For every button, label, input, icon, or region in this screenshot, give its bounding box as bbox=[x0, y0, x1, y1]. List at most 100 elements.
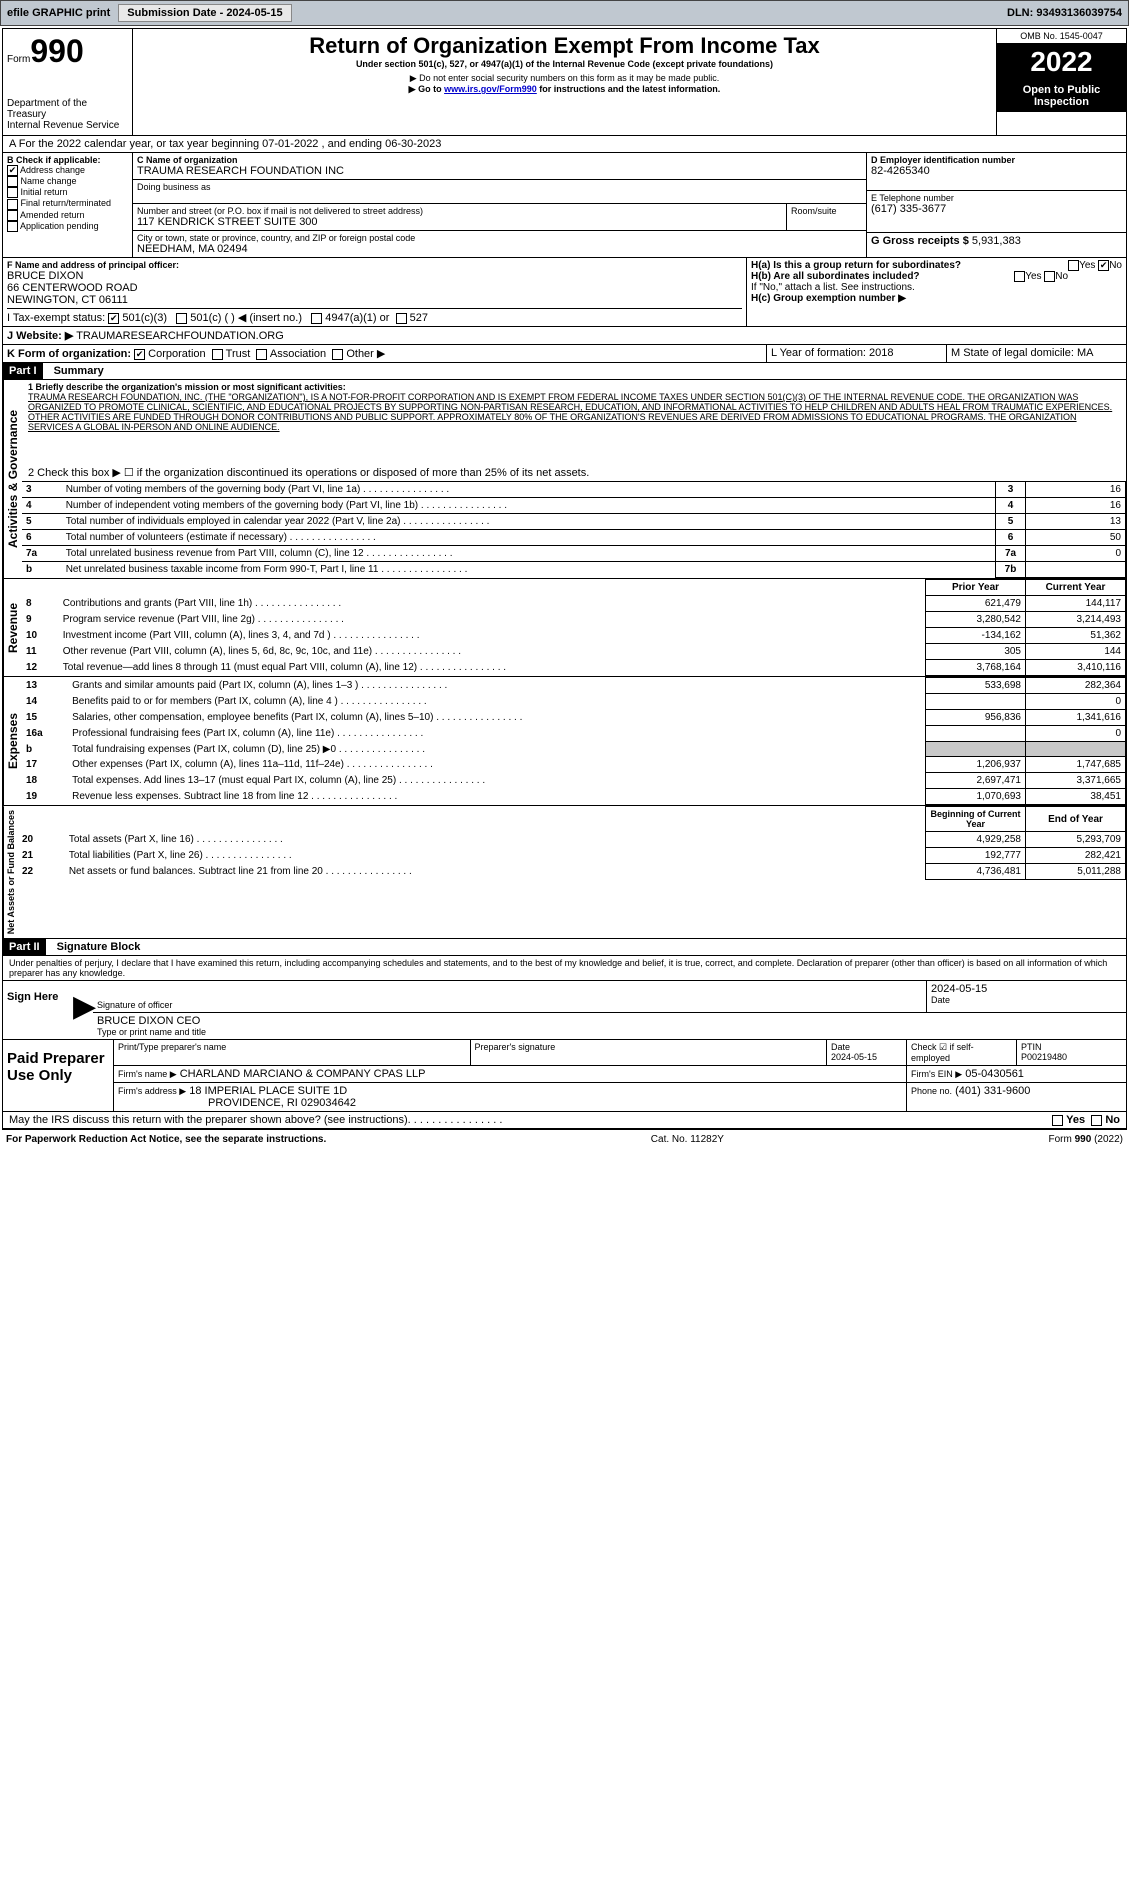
check-initial-return[interactable]: Initial return bbox=[7, 187, 128, 198]
irs-label: Internal Revenue Service bbox=[7, 120, 128, 131]
sig-date: 2024-05-15 bbox=[931, 983, 1122, 995]
org-name: TRAUMA RESEARCH FOUNDATION INC bbox=[137, 165, 862, 177]
gross-receipts: 5,931,383 bbox=[972, 235, 1021, 247]
form-990: Form990 Department of the Treasury Inter… bbox=[2, 28, 1127, 1130]
phone: (617) 335-3677 bbox=[871, 203, 1122, 215]
discuss-no[interactable] bbox=[1091, 1115, 1102, 1126]
hb-label: H(b) Are all subordinates included? bbox=[751, 271, 920, 282]
city-state-zip: NEEDHAM, MA 02494 bbox=[137, 243, 862, 255]
part1-label: Part I bbox=[3, 363, 43, 379]
paid-prep-label: Paid Preparer Use Only bbox=[3, 1040, 113, 1111]
mission-text: TRAUMA RESEARCH FOUNDATION, INC. (THE "O… bbox=[28, 392, 1120, 432]
form-label: Form bbox=[7, 54, 30, 65]
prep-name-label: Print/Type preparer's name bbox=[114, 1040, 470, 1065]
firm-phone: (401) 331-9600 bbox=[955, 1085, 1030, 1097]
section-d-label: D Employer identification number bbox=[871, 155, 1122, 165]
open-public: Open to Public Inspection bbox=[997, 80, 1126, 112]
street-label: Number and street (or P.O. box if mail i… bbox=[137, 206, 782, 216]
topbar: efile GRAPHIC print Submission Date - 20… bbox=[0, 0, 1129, 26]
officer-city: NEWINGTON, CT 06111 bbox=[7, 294, 742, 306]
check-self-employed[interactable]: Check ☑ if self-employed bbox=[906, 1040, 1016, 1065]
firm-name: CHARLAND MARCIANO & COMPANY CPAS LLP bbox=[180, 1068, 426, 1080]
efile-label: efile GRAPHIC print bbox=[7, 7, 110, 19]
section-e-label: E Telephone number bbox=[871, 193, 1122, 203]
governance-table: 3Number of voting members of the governi… bbox=[22, 481, 1126, 578]
check-501c[interactable] bbox=[176, 313, 187, 324]
section-l: L Year of formation: 2018 bbox=[766, 345, 946, 362]
check-address-change[interactable]: ✔ Address change bbox=[7, 165, 128, 176]
ha-yes[interactable] bbox=[1068, 260, 1079, 271]
firm-ein: 05-0430561 bbox=[965, 1068, 1024, 1080]
form-header: Form990 Department of the Treasury Inter… bbox=[3, 29, 1126, 136]
dept-treasury: Department of the Treasury bbox=[7, 98, 128, 120]
goto-note: ▶ Go to www.irs.gov/Form990 for instruct… bbox=[137, 84, 992, 95]
firm-city: PROVIDENCE, RI 029034642 bbox=[118, 1097, 356, 1109]
room-label: Room/suite bbox=[791, 206, 862, 216]
org-form-row: K Form of organization: ✔ Corporation Tr… bbox=[3, 345, 1126, 363]
form-title: Return of Organization Exempt From Incom… bbox=[137, 33, 992, 59]
check-trust[interactable] bbox=[212, 349, 223, 360]
period-row: A For the 2022 calendar year, or tax yea… bbox=[3, 136, 1126, 153]
section-b-label: B Check if applicable: bbox=[7, 155, 128, 165]
part2-label: Part II bbox=[3, 939, 46, 955]
check-4947[interactable] bbox=[311, 313, 322, 324]
sign-here-block: Sign Here ▶ Signature of officer 2024-05… bbox=[3, 981, 1126, 1040]
revenue-block: Revenue Prior YearCurrent Year8Contribut… bbox=[3, 579, 1126, 677]
street-address: 117 KENDRICK STREET SUITE 300 bbox=[137, 216, 782, 228]
check-corp[interactable]: ✔ bbox=[134, 349, 145, 360]
section-i-label: I Tax-exempt status: bbox=[7, 312, 105, 324]
tax-year: 2022 bbox=[997, 44, 1126, 80]
date-label: Date bbox=[931, 995, 1122, 1005]
part2-title: Signature Block bbox=[49, 941, 141, 953]
hb-note: If "No," attach a list. See instructions… bbox=[751, 282, 1122, 293]
form-number: 990 bbox=[30, 33, 83, 69]
revenue-vert-label: Revenue bbox=[3, 579, 22, 676]
sign-arrow-icon: ▶ bbox=[73, 981, 93, 1039]
officer-street: 66 CENTERWOOD ROAD bbox=[7, 282, 742, 294]
check-amended[interactable]: Amended return bbox=[7, 210, 128, 221]
submission-date-button[interactable]: Submission Date - 2024-05-15 bbox=[118, 4, 291, 22]
governance-block: Activities & Governance 1 Briefly descri… bbox=[3, 380, 1126, 579]
officer-group-block: F Name and address of principal officer:… bbox=[3, 258, 1126, 327]
form-ref: Form 990 (2022) bbox=[1049, 1134, 1123, 1145]
check-assoc[interactable] bbox=[256, 349, 267, 360]
website: TRAUMARESEARCHFOUNDATION.ORG bbox=[76, 330, 284, 342]
identity-block: B Check if applicable: ✔ Address change … bbox=[3, 153, 1126, 258]
ein: 82-4265340 bbox=[871, 165, 1122, 177]
sig-officer-label: Signature of officer bbox=[97, 1000, 922, 1010]
hc-label: H(c) Group exemption number ▶ bbox=[751, 293, 1122, 304]
netassets-table: Beginning of Current YearEnd of Year20To… bbox=[18, 806, 1126, 880]
irs-link[interactable]: www.irs.gov/Form990 bbox=[444, 84, 537, 94]
type-name-label: Type or print name and title bbox=[97, 1027, 1122, 1037]
cat-no: Cat. No. 11282Y bbox=[651, 1134, 724, 1145]
hb-yes[interactable] bbox=[1014, 271, 1025, 282]
line2: 2 Check this box ▶ ☐ if the organization… bbox=[22, 464, 1126, 481]
check-app-pending[interactable]: Application pending bbox=[7, 221, 128, 232]
firm-address: 18 IMPERIAL PLACE SUITE 1D bbox=[189, 1085, 347, 1097]
netassets-block: Net Assets or Fund Balances Beginning of… bbox=[3, 806, 1126, 939]
part1-title: Summary bbox=[46, 365, 104, 377]
ptin: P00219480 bbox=[1021, 1052, 1067, 1062]
revenue-table: Prior YearCurrent Year8Contributions and… bbox=[22, 579, 1126, 676]
officer-name-title: BRUCE DIXON CEO bbox=[97, 1015, 1122, 1027]
dln-label: DLN: 93493136039754 bbox=[1007, 7, 1122, 19]
governance-vert-label: Activities & Governance bbox=[3, 380, 22, 578]
penalty-text: Under penalties of perjury, I declare th… bbox=[3, 956, 1126, 981]
check-final-return[interactable]: Final return/terminated bbox=[7, 198, 128, 209]
prep-date: 2024-05-15 bbox=[831, 1052, 877, 1062]
ha-label: H(a) Is this a group return for subordin… bbox=[751, 260, 961, 271]
discuss-row: May the IRS discuss this return with the… bbox=[3, 1112, 1126, 1129]
paperwork-notice: For Paperwork Reduction Act Notice, see … bbox=[6, 1134, 326, 1145]
check-501c3[interactable]: ✔ bbox=[108, 313, 119, 324]
ha-no[interactable]: ✔ bbox=[1098, 260, 1109, 271]
discuss-yes[interactable] bbox=[1052, 1115, 1063, 1126]
city-label: City or town, state or province, country… bbox=[137, 233, 862, 243]
section-g-label: G Gross receipts $ bbox=[871, 235, 969, 247]
check-other[interactable] bbox=[332, 349, 343, 360]
check-name-change[interactable]: Name change bbox=[7, 176, 128, 187]
expenses-vert-label: Expenses bbox=[3, 677, 22, 805]
check-527[interactable] bbox=[396, 313, 407, 324]
hb-no[interactable] bbox=[1044, 271, 1055, 282]
part1-header-row: Part I Summary bbox=[3, 363, 1126, 380]
officer-name: BRUCE DIXON bbox=[7, 270, 742, 282]
